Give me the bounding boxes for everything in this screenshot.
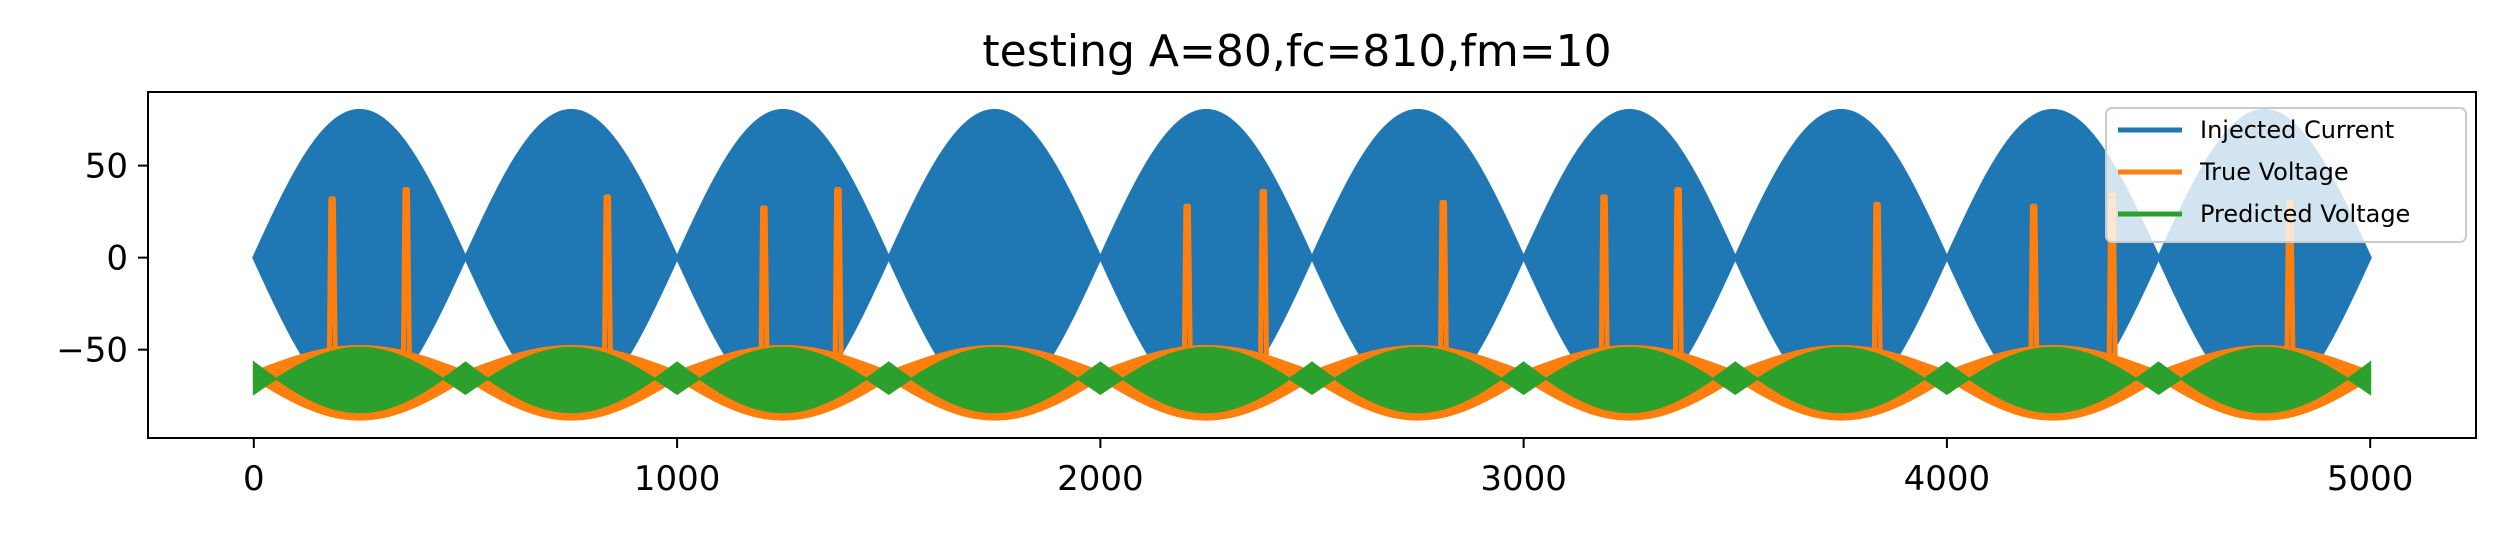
plot-area [252,108,2372,421]
legend-label: Injected Current [2200,116,2394,144]
spike-8 [1598,194,1610,378]
x-tick-label: 2000 [1057,459,1144,499]
spike-5 [1181,203,1194,378]
x-tick-label: 1000 [634,459,721,499]
legend: Injected Current True Voltage Predicted Vo… [2105,107,2467,243]
x-tick-label: 0 [243,459,265,499]
spike-3 [758,205,770,378]
x-tick-label: 4000 [1904,459,1991,499]
y-tick-label: 0 [106,239,128,279]
y-tick-label: −50 [56,331,128,371]
y-tick-label: 50 [85,147,128,187]
y-axis: 50 0 −50 [56,147,148,371]
spike-7 [1437,199,1450,378]
x-tick-label: 3000 [1480,459,1567,499]
spike-10 [1871,201,1883,378]
series-predicted-voltage [252,346,2372,414]
x-tick-label: 5000 [2327,459,2414,499]
spike-6 [1257,188,1270,378]
legend-label: True Voltage [2199,158,2349,186]
spike-2 [601,194,614,378]
chart-title: testing A=80,fc=810,fm=10 [982,26,1611,77]
legend-label: Predicted Voltage [2200,200,2410,228]
spike-1 [400,187,413,378]
spike-0 [326,196,339,378]
spike-11 [2028,203,2040,378]
legend-box [2105,107,2467,243]
x-axis: 0 1000 2000 3000 4000 5000 [243,438,2413,499]
spike-9 [1672,187,1685,378]
spike-4 [832,187,844,378]
plot-frame [147,91,2477,439]
